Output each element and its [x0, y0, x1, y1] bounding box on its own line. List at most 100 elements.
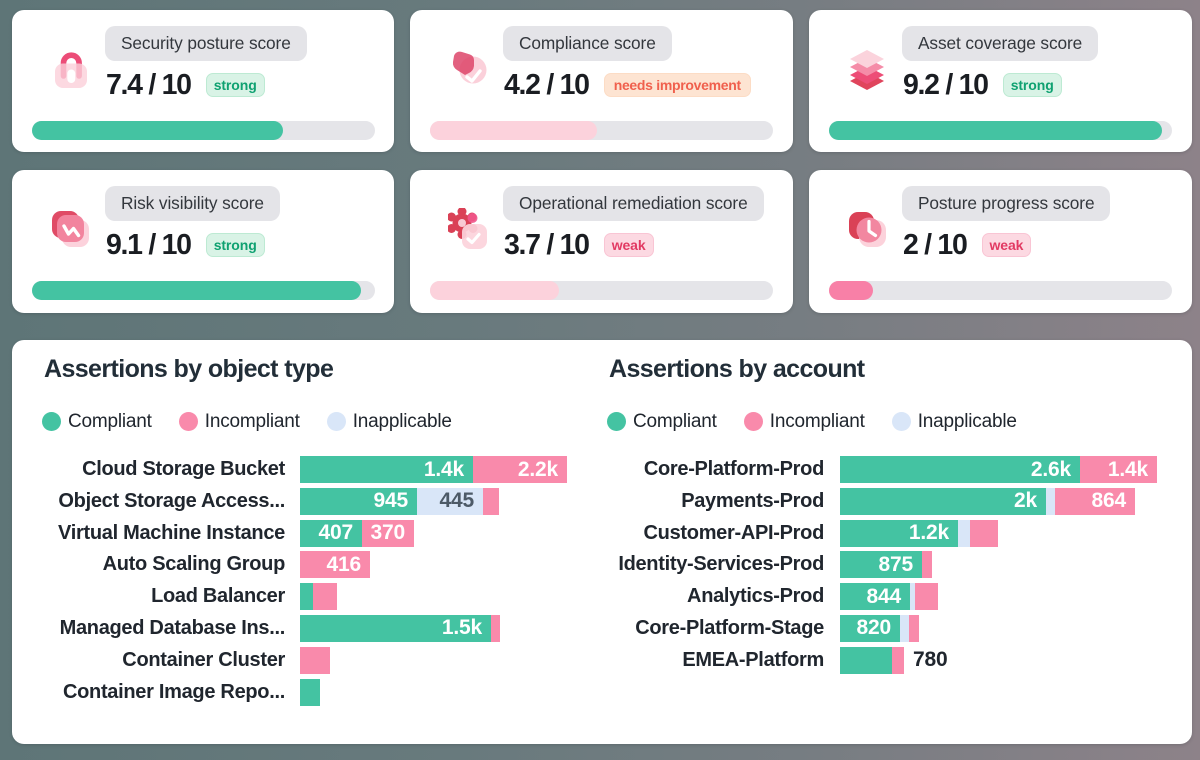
bar-segment-compliant: 1.5k	[300, 614, 491, 642]
chart-row-emea-platform: EMEA-Platform 780	[609, 646, 1164, 674]
bar-segment-compliant	[300, 678, 320, 706]
legend-item-compliant: Compliant	[42, 411, 152, 433]
chart-row-auto-scaling-group: Auto Scaling Group 416	[44, 551, 584, 579]
row-label: Load Balancer	[151, 585, 285, 608]
score-value: 7.4 / 10	[106, 68, 192, 101]
chart-title: Assertions by object type	[44, 355, 334, 383]
legend-dot-compliant	[607, 412, 626, 431]
score-progress-fill	[829, 121, 1163, 140]
chart-row-core-platform-prod: Core-Platform-Prod 2.6k 1.4k	[609, 456, 1164, 483]
legend-dot-inapplicable	[326, 412, 346, 431]
score-value: 2 / 10	[903, 228, 968, 261]
bar-segment-inapplicable	[1046, 487, 1055, 515]
score-value: 9.1 / 10	[106, 228, 192, 261]
legend-label: Incompliant	[204, 410, 300, 432]
bar-segment-compliant: 2k	[840, 487, 1046, 515]
score-progress-track	[829, 281, 1172, 300]
row-label: Analytics-Prod	[687, 585, 824, 608]
legend-item-incompliant: Incompliant	[178, 410, 300, 433]
score-card-asset-coverage-score: Asset coverage score 9.2 / 10 strong	[809, 10, 1192, 152]
bar-value: 370	[370, 521, 406, 545]
score-card-label: Asset coverage score	[902, 26, 1099, 61]
row-bars	[300, 678, 320, 706]
bar-value: 416	[326, 552, 362, 576]
legend-dot-compliant	[42, 412, 61, 431]
bar-segment-compliant: 1.2k	[840, 519, 958, 547]
bar-segment-compliant: 945	[300, 487, 417, 515]
row-bars: 2k 864	[840, 487, 1135, 515]
score-card-label: Risk visibility score	[105, 186, 280, 221]
bar-segment-incompliant	[915, 583, 938, 611]
score-row: 9.2 / 10 strong	[903, 68, 1062, 101]
legend-label: Inapplicable	[917, 410, 1017, 432]
legend-item-incompliant: Incompliant	[743, 410, 865, 433]
score-value: 3.7 / 10	[504, 228, 590, 261]
chart-legend: Compliant Incompliant Inapplicable	[607, 410, 1044, 433]
chart-row-load-balancer: Load Balancer	[44, 583, 584, 611]
bar-segment-compliant: 820	[840, 614, 900, 642]
chart-rows: Cloud Storage Bucket 1.4k 2.2k Object Stora…	[44, 456, 584, 710]
bar-segment-compliant: 875	[840, 551, 922, 579]
bar-value: 445	[439, 489, 475, 513]
bar-segment-incompliant	[909, 614, 919, 642]
score-value: 9.2 / 10	[903, 68, 989, 101]
chart-row-managed-database-ins-: Managed Database Ins... 1.5k	[44, 614, 584, 642]
row-bars: 1.4k 2.2k	[300, 456, 567, 483]
chart-rows: Core-Platform-Prod 2.6k 1.4k Payments-Prod 2…	[609, 456, 1164, 679]
bar-segment-compliant	[300, 583, 313, 611]
legend-label: Compliant	[68, 410, 152, 432]
bar-value-outside: 780	[913, 648, 948, 672]
score-row: 9.1 / 10 strong	[106, 228, 265, 261]
chart-assertions-by-object-type: Assertions by object type Compliant Incomp…	[42, 340, 584, 744]
row-bars: 844	[840, 583, 938, 611]
bar-segment-inapplicable	[958, 519, 970, 547]
score-progress-track	[32, 121, 375, 140]
chart-row-customer-api-prod: Customer-API-Prod 1.2k	[609, 519, 1164, 547]
bar-value: 2.6k	[1030, 457, 1071, 481]
bar-segment-compliant: 2.6k	[840, 456, 1080, 483]
score-card-label: Posture progress score	[902, 186, 1111, 221]
score-progress-fill	[32, 121, 284, 140]
legend-dot-incompliant	[743, 412, 763, 431]
bar-segment-incompliant: 1.4k	[1080, 456, 1157, 483]
legend-label: Incompliant	[769, 410, 865, 432]
bar-value: 844	[866, 584, 902, 608]
assertions-charts-card: Assertions by object type Compliant Incomp…	[12, 340, 1192, 744]
legend-dot-incompliant	[178, 412, 198, 431]
bar-value: 1.5k	[441, 616, 482, 640]
status-badge: strong	[1002, 73, 1062, 97]
row-label: Identity-Services-Prod	[618, 553, 824, 576]
score-progress-track	[430, 121, 773, 140]
row-label: Cloud Storage Bucket	[82, 458, 285, 480]
bar-value: 407	[318, 521, 354, 545]
chart-row-core-platform-stage: Core-Platform-Stage 820	[609, 614, 1164, 642]
status-badge: strong	[205, 73, 265, 97]
chart-row-payments-prod: Payments-Prod 2k 864	[609, 487, 1164, 515]
score-progress-track	[829, 121, 1172, 140]
score-row: 7.4 / 10 strong	[106, 68, 265, 101]
bar-segment-inapplicable	[900, 614, 909, 642]
bar-segment-incompliant	[300, 646, 330, 674]
score-card-security-posture-score: Security posture score 7.4 / 10 strong	[12, 10, 394, 152]
activity-icon	[50, 208, 90, 250]
chart-assertions-by-account: Assertions by account Compliant Incomplian…	[607, 340, 1164, 744]
score-value: 4.2 / 10	[504, 68, 590, 101]
score-row: 2 / 10 weak	[903, 228, 1032, 261]
row-label: Core-Platform-Stage	[635, 616, 824, 639]
row-label: Virtual Machine Instance	[58, 521, 285, 544]
status-badge: weak	[603, 233, 654, 257]
chart-row-container-image-repo-: Container Image Repo...	[44, 678, 584, 706]
chart-row-analytics-prod: Analytics-Prod 844	[609, 583, 1164, 611]
score-progress-fill	[829, 281, 873, 300]
legend-item-inapplicable: Inapplicable	[891, 410, 1017, 433]
row-bars	[300, 646, 330, 674]
score-row: 3.7 / 10 weak	[504, 228, 654, 261]
bar-segment-incompliant	[483, 487, 499, 515]
legend-item-compliant: Compliant	[607, 411, 717, 433]
bar-value: 1.4k	[423, 457, 464, 481]
bar-segment-incompliant: 2.2k	[473, 456, 567, 483]
score-progress-fill	[430, 121, 598, 140]
bar-segment-incompliant: 416	[300, 551, 370, 579]
row-label: Container Cluster	[122, 648, 285, 671]
